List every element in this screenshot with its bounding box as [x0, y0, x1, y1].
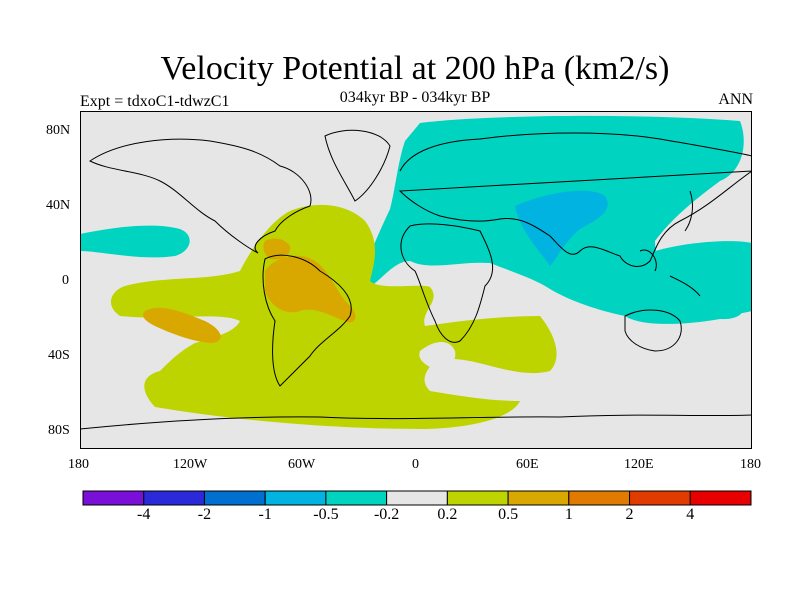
lon-tick-60w: 60W [288, 457, 316, 472]
colorbar-swatch [325, 490, 388, 506]
colorbar [82, 490, 752, 506]
colorbar-swatch [143, 490, 205, 506]
colorbar-swatch [446, 490, 509, 506]
season-label: ANN [718, 91, 753, 108]
coastline-eurasia [398, 132, 752, 267]
colorbar-swatch [629, 490, 691, 506]
lat-tick-40n: 40N [46, 198, 71, 213]
coastline-asia-islands [639, 190, 701, 297]
coastline-north-america [89, 138, 312, 254]
contour-negative-north-pacific [80, 225, 190, 258]
colorbar-label: -1 [258, 506, 272, 523]
velocity-potential-map [80, 111, 752, 449]
colorbar-label: 1 [564, 506, 573, 523]
colorbar-swatch [507, 490, 570, 506]
lon-tick-0: 0 [412, 457, 419, 472]
contour-positive-atlantic [110, 204, 557, 429]
colorbar-label: -0.5 [313, 506, 339, 523]
coastline-antarctica [80, 414, 752, 430]
lat-tick-40s: 40S [48, 348, 70, 363]
colorbar-swatch [568, 490, 631, 506]
lon-tick-120e: 120E [624, 457, 654, 472]
colorbar-label: -0.2 [373, 506, 400, 523]
colorbar-label: -2 [197, 506, 212, 523]
colorbar-label: 0.2 [437, 506, 458, 523]
colorbar-swatch [386, 490, 448, 506]
colorbar-label: 4 [686, 506, 695, 523]
contour-positive-mid-south-america [265, 255, 356, 323]
map-subtitle: 034kyr BP - 034kyr BP [339, 89, 491, 106]
colorbar-swatch [82, 490, 145, 506]
contour-positive-mid-caribbean [263, 238, 291, 260]
lon-tick-60e: 60E [516, 457, 539, 472]
contour-negative-strong-india [515, 190, 608, 266]
map-title: Velocity Potential at 200 hPa (km2/s) [160, 50, 670, 87]
contour-positive-africa-hole [419, 342, 456, 369]
colorbar-swatch [689, 490, 752, 506]
lon-tick-180-right: 180 [740, 457, 761, 472]
coastline-greenland [324, 129, 391, 202]
colorbar-swatch [264, 490, 327, 506]
colorbar-label: -4 [137, 506, 151, 523]
contour-positive-mid-pacific [143, 307, 221, 343]
experiment-label: Expt = tdxoC1-tdwzC1 [80, 93, 230, 110]
lon-tick-120w: 120W [173, 457, 208, 472]
lat-tick-0: 0 [62, 273, 69, 288]
lat-tick-80n: 80N [46, 123, 71, 138]
coastlines [80, 129, 752, 430]
map-frame [80, 111, 752, 449]
lon-tick-180-left: 180 [68, 457, 89, 472]
colorbar-label: 2 [625, 506, 634, 523]
coastline-africa [400, 223, 494, 343]
coastline-australia [624, 309, 682, 352]
colorbar-swatch [203, 490, 266, 506]
lat-tick-80s: 80S [48, 423, 70, 438]
contour-negative-pacific [655, 241, 752, 317]
colorbar-label: 0.5 [498, 506, 519, 523]
coastline-south-america [262, 254, 352, 387]
